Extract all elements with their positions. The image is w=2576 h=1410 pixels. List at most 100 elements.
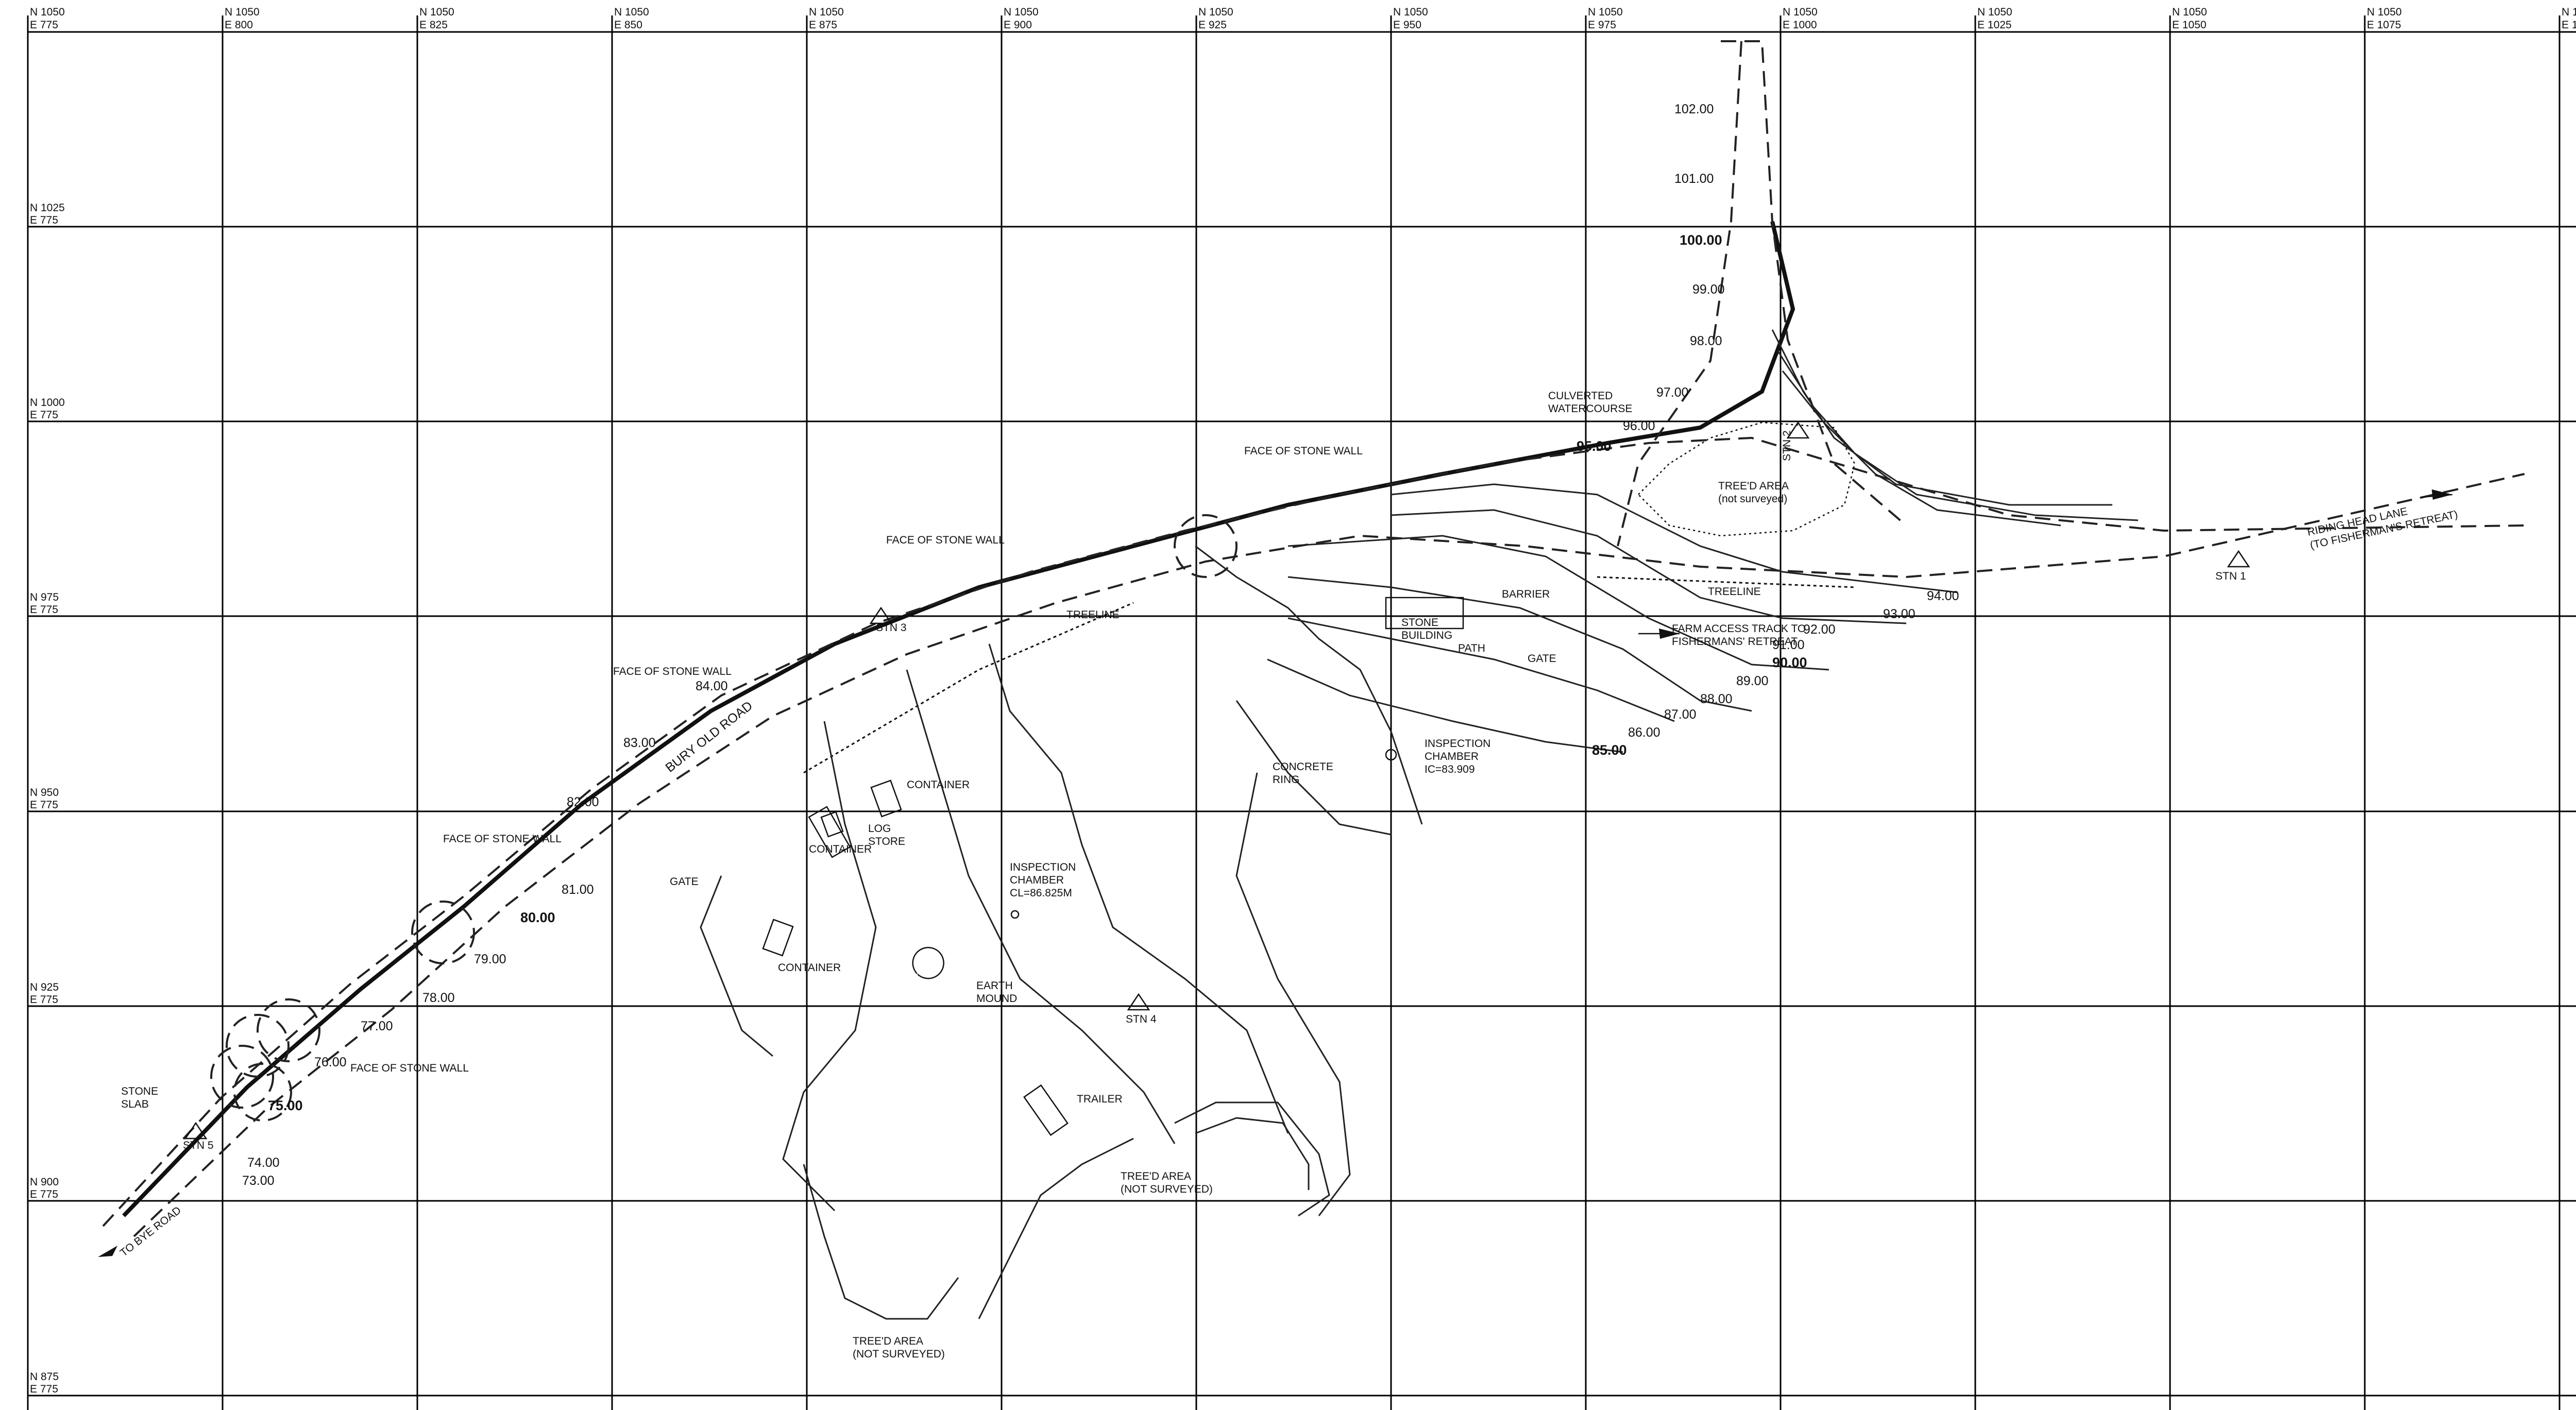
col-label-e: E 875 bbox=[809, 19, 837, 31]
contour-label: 84.00 bbox=[696, 679, 728, 693]
contour-label: 90.00 bbox=[1772, 655, 1807, 670]
contour-label: 76.00 bbox=[314, 1055, 347, 1069]
trailer-shape bbox=[1023, 1084, 1069, 1136]
stone-slab-label: STONE bbox=[121, 1085, 158, 1097]
contour-label: 73.00 bbox=[242, 1174, 275, 1188]
contour-label: 100.00 bbox=[1680, 232, 1722, 248]
station-label: STN 1 bbox=[2215, 570, 2246, 582]
farm-track-label: FISHERMANS' RETREAT bbox=[1672, 636, 1798, 648]
station-label: STN 4 bbox=[1126, 1013, 1157, 1025]
contour bbox=[1287, 576, 1752, 712]
contour-label: 97.00 bbox=[1656, 385, 1689, 400]
face-of-wall-label: FACE OF STONE WALL bbox=[613, 666, 732, 677]
path-label: PATH bbox=[1458, 642, 1485, 654]
contour-label: 83.00 bbox=[623, 736, 656, 750]
contour-label: 98.00 bbox=[1690, 334, 1722, 348]
log-store-label: STORE bbox=[868, 836, 905, 847]
col-label-n: N 1050 bbox=[1004, 6, 1039, 18]
col-label-n: N 1050 bbox=[225, 6, 260, 18]
col-label-e: E 850 bbox=[614, 19, 642, 31]
station-triangle-icon bbox=[1127, 993, 1150, 1011]
farm-track-label: FARM ACCESS TRACK TO bbox=[1672, 623, 1806, 635]
culvert-line bbox=[1721, 40, 1907, 526]
col-label-n: N 1050 bbox=[1393, 6, 1428, 18]
contour bbox=[906, 669, 1176, 1144]
col-label-n: N 1050 bbox=[1977, 6, 2012, 18]
container-3-shape bbox=[762, 919, 794, 957]
treed-area-label: TREE'D AREA bbox=[1121, 1170, 1191, 1182]
contour-label: 96.00 bbox=[1623, 419, 1655, 433]
treed-area-label: TREE'D AREA bbox=[853, 1335, 923, 1347]
structures bbox=[762, 597, 1464, 1136]
col-label-e: E 1050 bbox=[2172, 19, 2207, 31]
contour bbox=[1195, 545, 1423, 825]
col-label-e: E 1075 bbox=[2367, 19, 2401, 31]
station-triangle-icon bbox=[1786, 421, 1810, 439]
col-label-e: E 975 bbox=[1588, 19, 1616, 31]
grid-top-labels: N 1050 E 775 N 1050 E 800 N 1050 E 825 N… bbox=[30, 6, 2576, 31]
contour bbox=[1782, 370, 2061, 526]
inspection-chamber-label: INSPECTION bbox=[1425, 738, 1490, 750]
stations bbox=[184, 421, 2250, 1140]
concrete-ring-label: RING bbox=[1273, 774, 1300, 786]
contour bbox=[1287, 535, 1829, 671]
contours bbox=[700, 329, 2139, 1320]
container-2-shape bbox=[870, 779, 902, 818]
inspection-chamber-label: CL=86.825M bbox=[1010, 887, 1072, 899]
inspection-chamber-label: INSPECTION bbox=[1010, 861, 1076, 873]
station-triangle-icon bbox=[184, 1122, 208, 1140]
contour-label: 93.00 bbox=[1883, 607, 1916, 621]
face-of-wall-label: FACE OF STONE WALL bbox=[1244, 445, 1363, 457]
station-label: STN 5 bbox=[183, 1140, 214, 1151]
treed-area-label: (NOT SURVEYED) bbox=[1121, 1183, 1213, 1195]
contour bbox=[782, 721, 877, 1212]
row-label-e: E 775 bbox=[30, 214, 58, 226]
col-label-n: N 1050 bbox=[30, 6, 65, 18]
contour-label: 94.00 bbox=[1927, 589, 1959, 603]
contour bbox=[988, 643, 1289, 1134]
contour bbox=[1287, 617, 1675, 722]
row-label-n: N 875 bbox=[30, 1371, 59, 1383]
container-1-shape bbox=[808, 806, 851, 858]
station-label: STN 2 bbox=[1781, 430, 1793, 461]
annotations: FACE OF STONE WALL FACE OF STONE WALL FA… bbox=[118, 390, 2459, 1360]
col-label-e: E 900 bbox=[1004, 19, 1032, 31]
row-label-n: N 950 bbox=[30, 787, 59, 799]
col-label-n: N 1050 bbox=[809, 6, 844, 18]
contour bbox=[1174, 1101, 1330, 1217]
treed-area-label: (not surveyed) bbox=[1718, 493, 1787, 505]
treeline-label: TREELINE bbox=[1066, 609, 1120, 621]
contour bbox=[1391, 509, 1907, 624]
arrow-icon bbox=[2432, 489, 2452, 500]
row-label-n: N 925 bbox=[30, 981, 59, 993]
contour-label: 101.00 bbox=[1674, 172, 1714, 186]
earth-mound-label: MOUND bbox=[976, 993, 1017, 1005]
culvert-line-2 bbox=[1617, 41, 1742, 547]
inspection-chamber-1-shape bbox=[1385, 749, 1397, 761]
face-of-wall-label: FACE OF STONE WALL bbox=[350, 1062, 469, 1074]
earth-mound-label: EARTH bbox=[976, 980, 1013, 992]
contour-label: 74.00 bbox=[247, 1156, 280, 1170]
contour-label: 79.00 bbox=[474, 952, 506, 966]
treeline-label: TREELINE bbox=[1708, 586, 1761, 598]
contour-label: 78.00 bbox=[422, 991, 455, 1005]
stone-building-label: BUILDING bbox=[1401, 630, 1452, 641]
culverted-label: WATERCOURSE bbox=[1548, 403, 1632, 415]
contour-label: 89.00 bbox=[1736, 674, 1769, 688]
log-store-shape bbox=[820, 811, 844, 838]
contour-label: 85.00 bbox=[1592, 742, 1627, 758]
treed-area-label: (NOT SURVEYED) bbox=[853, 1348, 945, 1360]
row-label-e: E 775 bbox=[30, 799, 58, 811]
col-label-n: N 1050 bbox=[1198, 6, 1233, 18]
container-label: CONTAINER bbox=[809, 843, 872, 855]
row-label-n: N 1025 bbox=[30, 202, 65, 214]
col-label-n: N 1050 bbox=[614, 6, 649, 18]
col-label-e: E 1025 bbox=[1977, 19, 2012, 31]
station-triangle-icon bbox=[2227, 550, 2250, 568]
tree-circles bbox=[210, 421, 1856, 1122]
contour bbox=[803, 1164, 959, 1320]
contour-label: 82.00 bbox=[567, 795, 599, 809]
stone-building-shape bbox=[1385, 597, 1464, 630]
row-label-e: E 775 bbox=[30, 1188, 58, 1200]
col-label-e: E 825 bbox=[419, 19, 448, 31]
